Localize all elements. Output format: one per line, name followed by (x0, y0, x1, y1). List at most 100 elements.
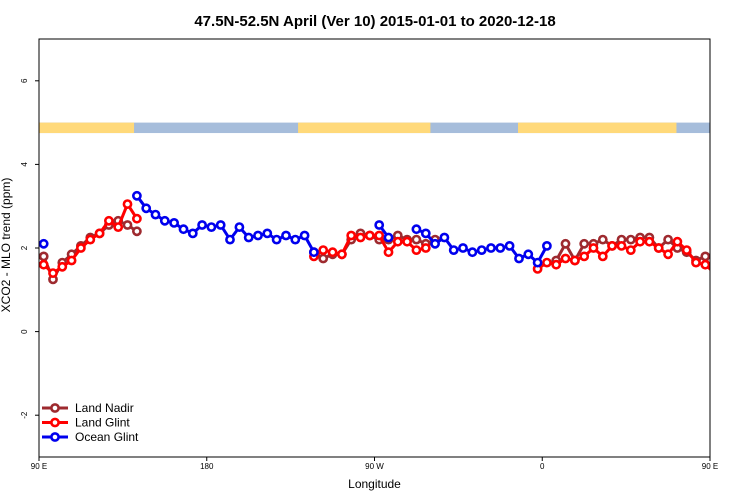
legend-item-land-glint: Land Glint (42, 416, 130, 430)
data-point (672, 236, 683, 247)
data-point (374, 230, 385, 241)
data-point (392, 236, 403, 247)
data-point (476, 245, 487, 255)
y-tick-label: -2 (20, 411, 29, 419)
data-point (290, 234, 301, 245)
land-band (518, 122, 677, 134)
data-point (504, 240, 515, 251)
data-point (327, 247, 338, 258)
data-point (271, 234, 282, 245)
data-point (215, 220, 226, 230)
x-axis-label: Longitude (348, 477, 401, 491)
series-line (554, 236, 710, 272)
legend-marker (50, 432, 60, 442)
data-point (523, 249, 534, 260)
data-point (616, 240, 627, 251)
data-point (739, 244, 746, 251)
data-point (187, 228, 198, 239)
data-point (411, 245, 422, 255)
data-point (234, 222, 245, 232)
data-point (542, 257, 552, 268)
data-point (299, 230, 310, 241)
data-point (514, 253, 524, 264)
legend-label: Land Glint (75, 416, 130, 430)
data-point (39, 251, 49, 262)
data-point (141, 203, 152, 214)
legend-item-ocean-glint: Ocean Glint (42, 430, 139, 444)
legend-label: Ocean Glint (75, 430, 139, 444)
data-point (383, 232, 394, 243)
data-point (625, 245, 636, 255)
data-point (430, 238, 440, 249)
land-band (298, 122, 431, 134)
data-point (644, 236, 655, 247)
data-point (308, 247, 319, 258)
data-point (542, 240, 552, 251)
data-point (346, 230, 357, 241)
series-land-nadir (39, 215, 737, 285)
data-point (48, 268, 58, 278)
chart-title: 47.5N-52.5N April (Ver 10) 2015-01-01 to… (194, 13, 555, 30)
data-point (318, 245, 329, 255)
data-point (355, 232, 366, 243)
data-point (94, 228, 105, 239)
data-point (169, 217, 179, 228)
data-point (625, 234, 636, 245)
data-point (253, 230, 263, 241)
legend-marker (50, 417, 60, 428)
data-point (720, 263, 727, 270)
data-point (551, 259, 562, 270)
data-point (159, 215, 170, 226)
data-point (597, 251, 608, 262)
data-point (57, 261, 68, 272)
x-tick-label: 90 E (702, 462, 718, 471)
y-tick-label: 4 (20, 162, 29, 167)
data-point (262, 228, 273, 239)
data-point (318, 253, 329, 264)
data-point (579, 238, 590, 249)
data-point (458, 243, 468, 253)
data-point (402, 236, 412, 247)
data-point (700, 259, 710, 270)
data-point (560, 253, 571, 264)
data-point (383, 247, 394, 258)
data-point (560, 238, 571, 249)
data-point (122, 220, 133, 230)
y-tick-label: 0 (20, 329, 29, 334)
data-point (113, 222, 124, 232)
data-point (85, 234, 96, 245)
data-point (76, 243, 86, 253)
data-point (709, 242, 710, 246)
data-point (364, 230, 375, 241)
data-point (131, 190, 142, 201)
data-point (243, 232, 254, 243)
data-point (681, 245, 692, 255)
data-point (281, 230, 291, 241)
land-band (39, 122, 135, 134)
axis-layer: 90 E 180 90 W 0 90 E -2 0 2 4 6 (20, 78, 718, 471)
series-ocean-glint (39, 190, 710, 268)
data-point (39, 259, 49, 270)
data-point (588, 243, 599, 253)
data-point (374, 220, 385, 230)
data-point (495, 243, 506, 253)
data-point (225, 234, 235, 245)
data-point (131, 226, 142, 237)
data-point (579, 251, 590, 262)
data-point (570, 255, 580, 266)
legend-item-land-nadir: Land Nadir (42, 401, 134, 415)
y-tick-label: 2 (20, 245, 29, 250)
data-point (532, 257, 543, 268)
data-point (336, 249, 347, 260)
land-ocean-strip (39, 122, 710, 134)
data-point (663, 234, 673, 245)
data-point (709, 271, 710, 275)
data-point (730, 257, 737, 264)
data-point (635, 236, 645, 247)
data-point (411, 224, 422, 235)
data-point (420, 243, 431, 253)
data-point (486, 243, 496, 253)
data-point (720, 259, 727, 266)
data-point (730, 251, 737, 258)
data-point (448, 245, 459, 255)
